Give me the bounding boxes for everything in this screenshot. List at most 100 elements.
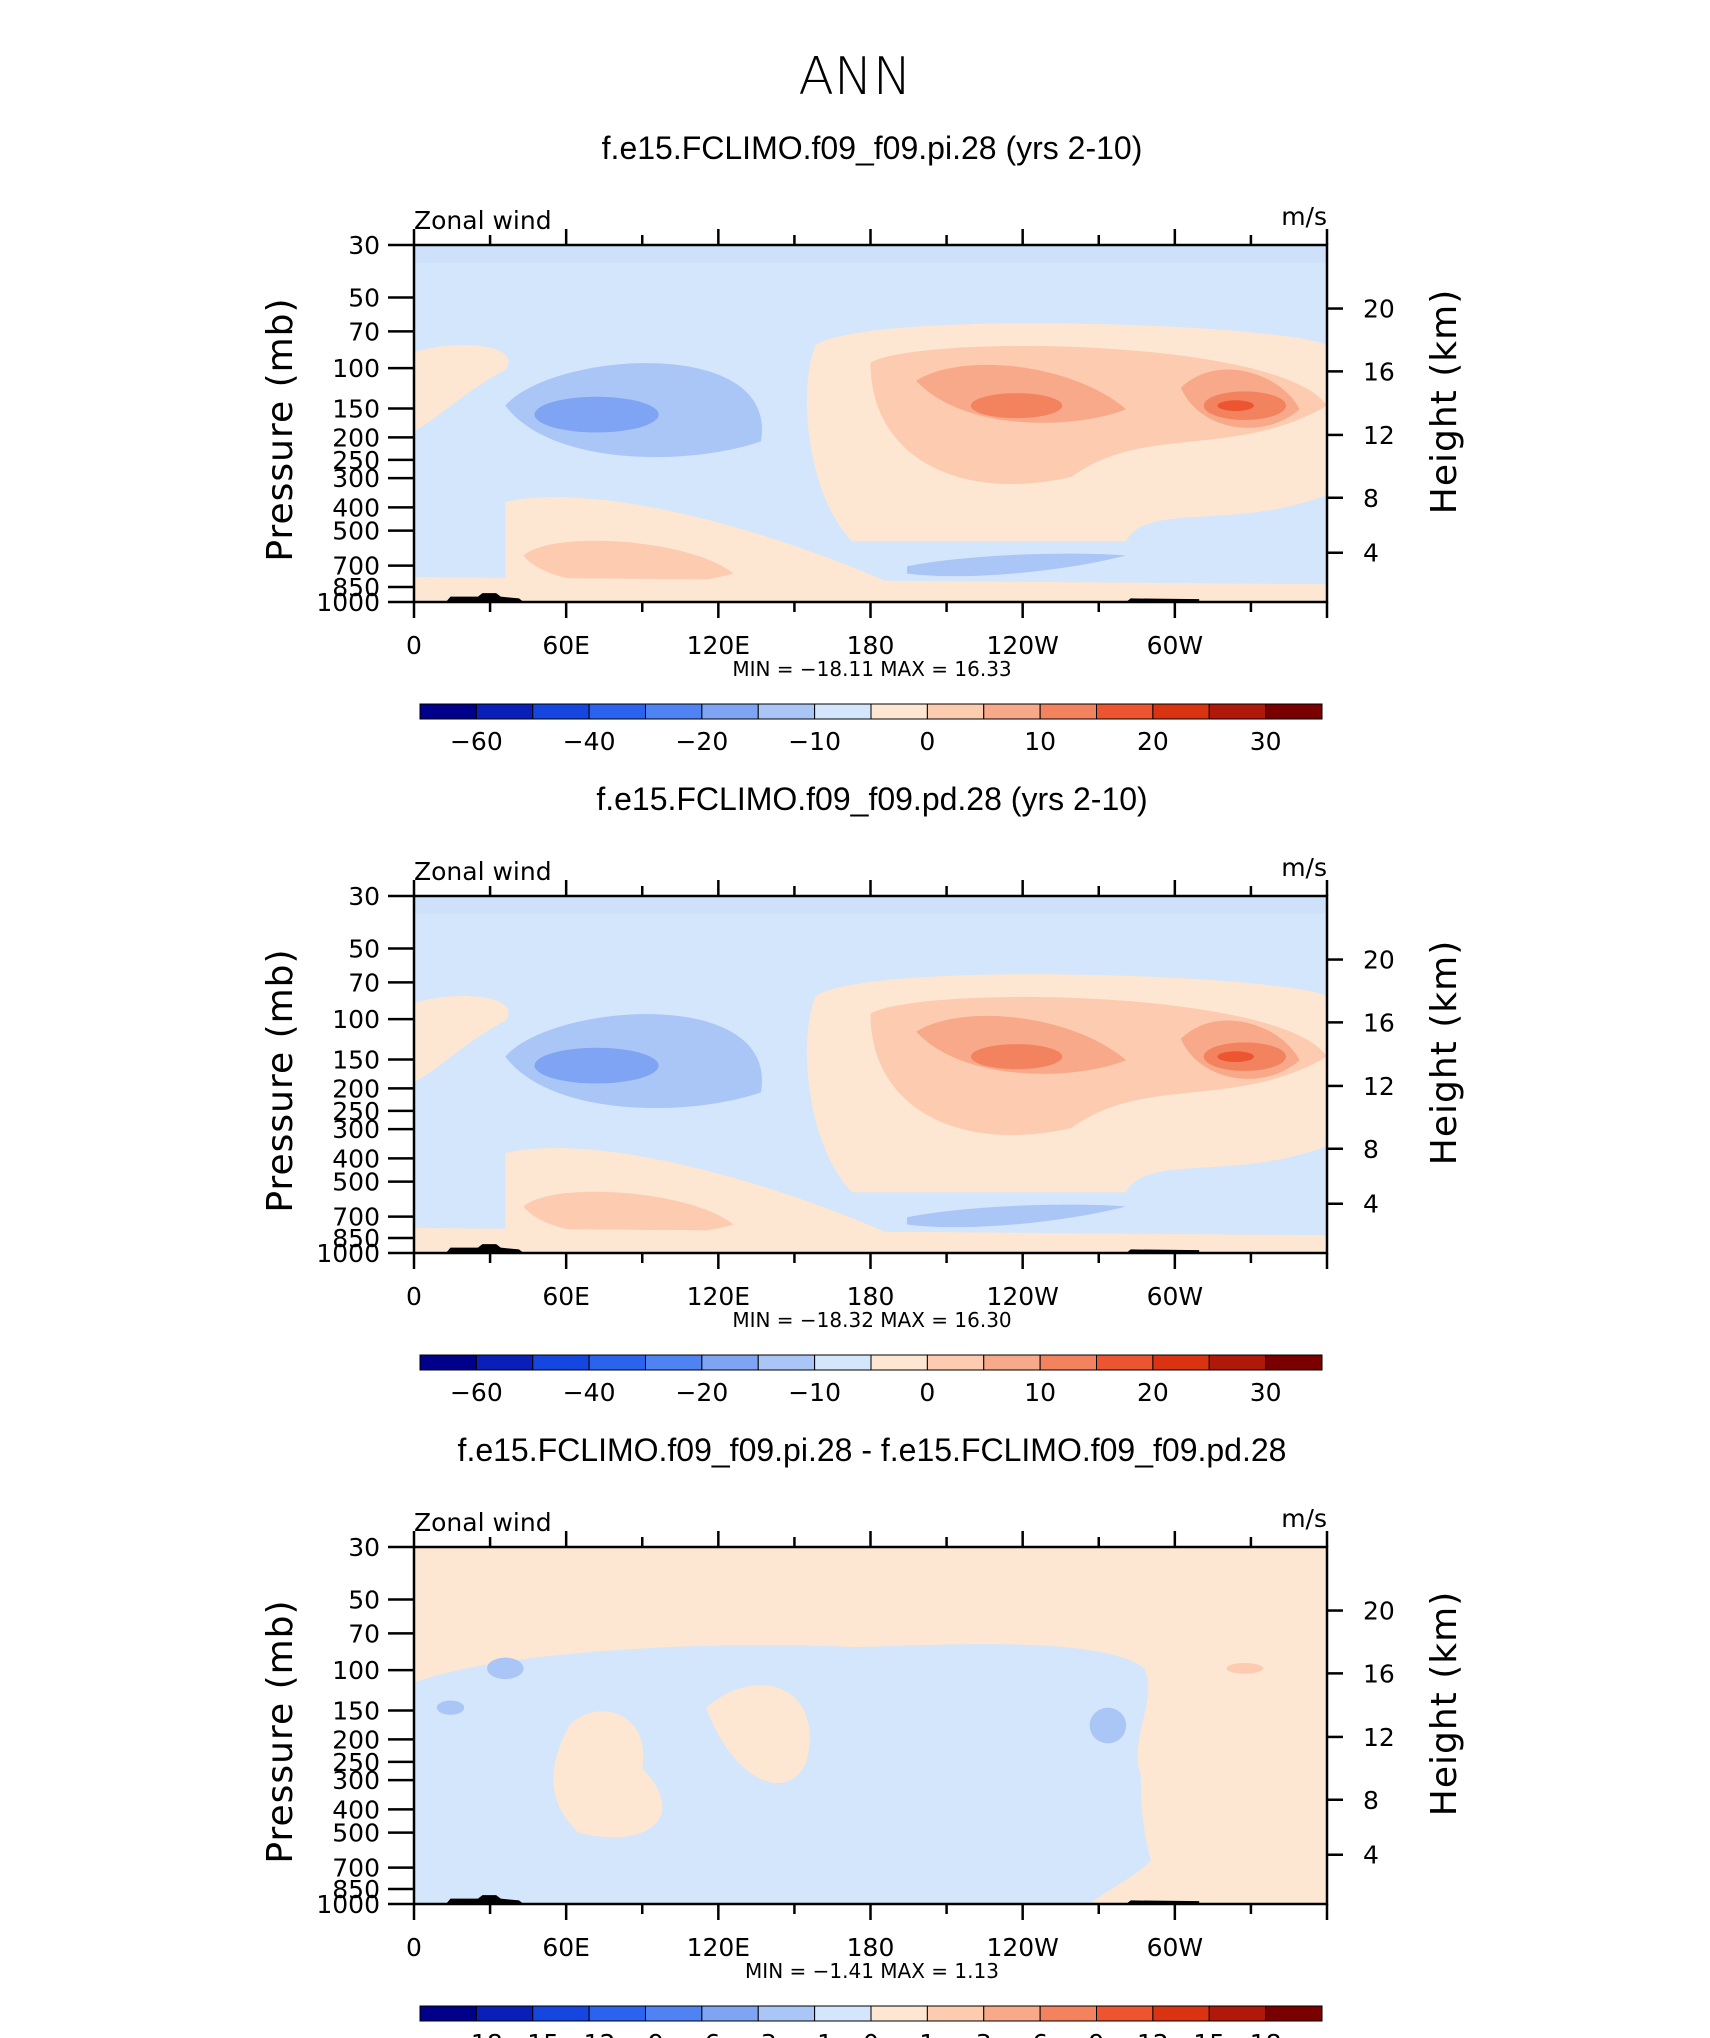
- y-tick-label: 100: [332, 354, 380, 383]
- y-axis-title: Pressure (mb): [260, 948, 301, 1212]
- colorbar-swatch: [983, 2005, 1041, 2022]
- y2-tick-label: 16: [1363, 1008, 1395, 1037]
- field-label: Zonal wind: [414, 206, 552, 235]
- colorbar-swatch: [1208, 2005, 1267, 2022]
- y-tick-label: 400: [332, 493, 380, 522]
- colorbar-swatch: [1096, 2005, 1154, 2022]
- colorbar-swatch: [814, 1354, 872, 1371]
- field-label: Zonal wind: [414, 1508, 552, 1537]
- colorbar-swatch: [588, 2005, 646, 2022]
- colorbar-swatch: [1096, 1354, 1154, 1371]
- colorbar-label: −3: [740, 2029, 777, 2038]
- colorbar-label: −12: [563, 2029, 616, 2038]
- colorbar-swatch: [1152, 1354, 1210, 1371]
- x-tick-label: 120E: [687, 631, 751, 660]
- y-tick-label: 250: [332, 1748, 380, 1777]
- colorbar-swatch: [645, 2005, 703, 2022]
- colorbar-swatch: [983, 703, 1041, 720]
- colorbar-label: 30: [1250, 727, 1282, 756]
- y2-tick-label: 16: [1363, 357, 1395, 386]
- y-tick-label: 200: [332, 1725, 380, 1754]
- x-tick-label: 180: [847, 631, 895, 660]
- colorbar-swatch: [1152, 703, 1210, 720]
- x-tick-label: 60E: [542, 1282, 590, 1311]
- colorbar-swatch: [1265, 1354, 1323, 1371]
- colorbar-swatch: [475, 1354, 534, 1371]
- x-tick-label: 60W: [1147, 1933, 1204, 1962]
- x-tick-label: 60E: [542, 1933, 590, 1962]
- y-tick-label: 30: [348, 882, 380, 911]
- contour-fills: [414, 245, 1327, 602]
- colorbar-swatch: [814, 2005, 872, 2022]
- y2-axis-title: Height (km): [1424, 289, 1465, 514]
- x-tick-label: 180: [847, 1933, 895, 1962]
- y-tick-label: 100: [332, 1656, 380, 1685]
- y-tick-label: 30: [348, 1533, 380, 1562]
- y2-tick-label: 8: [1363, 1786, 1379, 1815]
- colorbar: −18−15 −12 −9 −6 −3 −1 0 1 3 6 9 12 15 18: [419, 2005, 1323, 2038]
- colorbar-swatch: [870, 703, 928, 720]
- colorbar-label: 10: [1024, 727, 1056, 756]
- colorbar-swatch: [870, 2005, 928, 2022]
- topography: [445, 1244, 524, 1253]
- colorbar-swatch: [645, 703, 703, 720]
- colorbar: −60 −40 −20 −10 0 10 20 30: [419, 703, 1323, 756]
- contour-fill: [1217, 1051, 1254, 1063]
- y-tick-label: 700: [332, 1203, 380, 1232]
- y-tick-label: 1000: [316, 588, 380, 617]
- colorbar-label: 15: [1193, 2029, 1225, 2038]
- colorbar: −60 −40 −20 −10 0 10 20 30: [419, 1354, 1323, 1407]
- y-tick-label: 500: [332, 517, 380, 546]
- y2-tick-label: 4: [1363, 539, 1379, 568]
- colorbar-label: 10: [1024, 1378, 1056, 1407]
- contour-fill: [907, 553, 1127, 577]
- figure-title: ANN: [798, 47, 911, 107]
- y-tick-label: 200: [332, 423, 380, 452]
- contour-fill: [414, 577, 1327, 602]
- units-label: m/s: [1281, 202, 1327, 231]
- contour-fill: [1217, 400, 1254, 412]
- y-tick-label: 300: [332, 464, 380, 493]
- y2-tick-label: 20: [1363, 1597, 1395, 1626]
- x-tick-label: 120W: [986, 1282, 1058, 1311]
- y2-tick-label: 4: [1363, 1841, 1379, 1870]
- contour-fill: [970, 393, 1063, 419]
- colorbar-label: −20: [675, 727, 728, 756]
- colorbar-swatch: [701, 703, 759, 720]
- min-max-stats: MIN = −18.32 MAX = 16.30: [732, 1308, 1011, 1332]
- panel-title: f.e15.FCLIMO.f09_f09.pi.28 - f.e15.FCLIM…: [458, 1432, 1287, 1468]
- y-tick-label: 1000: [316, 1890, 380, 1919]
- colorbar-swatch: [1208, 1354, 1267, 1371]
- y-tick-label: 250: [332, 1097, 380, 1126]
- x-tick-label: 180: [847, 1282, 895, 1311]
- colorbar-label: 6: [1032, 2029, 1048, 2038]
- y2-tick-label: 8: [1363, 1135, 1379, 1164]
- y-tick-label: 150: [332, 1697, 380, 1726]
- colorbar-swatch: [1265, 2005, 1323, 2022]
- topography: [445, 1895, 524, 1904]
- x-tick-label: 60W: [1147, 631, 1204, 660]
- contour-fill: [534, 396, 659, 433]
- colorbar-label: 1: [919, 2029, 935, 2038]
- y2-tick-label: 20: [1363, 295, 1395, 324]
- colorbar-label: 20: [1137, 1378, 1169, 1407]
- contour-fill: [414, 896, 1327, 914]
- colorbar-swatch: [1096, 703, 1154, 720]
- y-tick-label: 850: [332, 1224, 380, 1253]
- colorbar-label: −9: [627, 2029, 664, 2038]
- y2-tick-label: 20: [1363, 946, 1395, 975]
- colorbar-label: −20: [675, 1378, 728, 1407]
- colorbar-label: −1: [796, 2029, 833, 2038]
- units-label: m/s: [1281, 1504, 1327, 1533]
- colorbar-swatch: [645, 1354, 703, 1371]
- colorbar-label: 12: [1137, 2029, 1169, 2038]
- y-tick-label: 500: [332, 1819, 380, 1848]
- y-tick-label: 30: [348, 231, 380, 260]
- y-tick-label: 250: [332, 446, 380, 475]
- colorbar-swatch: [588, 703, 646, 720]
- colorbar-swatch: [419, 2005, 477, 2022]
- x-tick-label: 0: [406, 631, 422, 660]
- y-tick-label: 50: [348, 283, 380, 312]
